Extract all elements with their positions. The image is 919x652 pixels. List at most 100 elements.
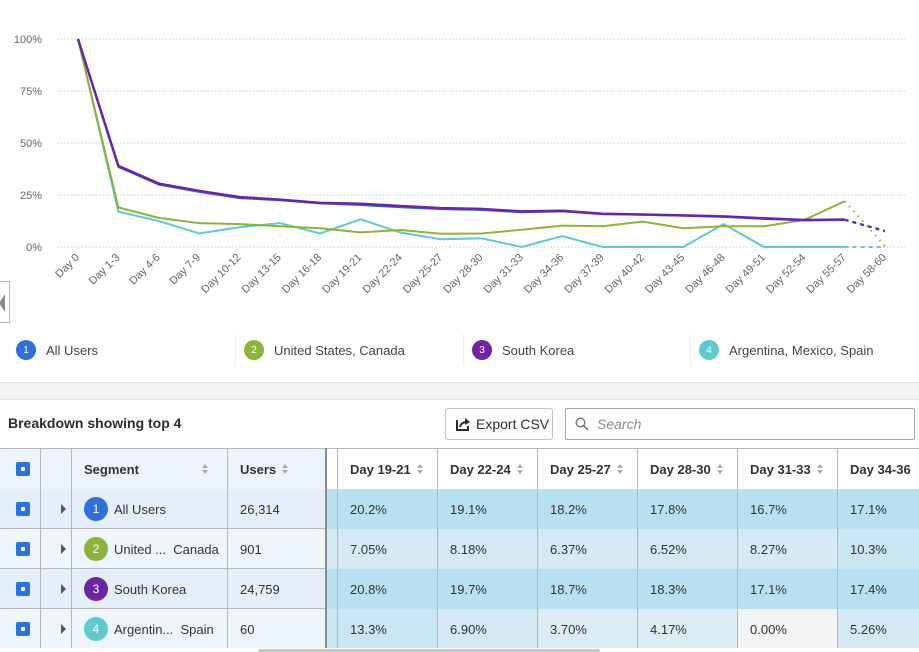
retention-cell: 17.8% <box>638 489 738 529</box>
x-tick-label: Day 34-36 <box>522 252 566 296</box>
table-row[interactable]: 4 Argentin... Spain 60 13.3% 6.90% 3.70% 4.… <box>0 609 919 648</box>
x-tick-label: Day 37-39 <box>562 252 606 296</box>
segment-header[interactable]: Segment <box>72 449 228 489</box>
segment-badge: 2 <box>244 340 264 360</box>
horizontal-scrollbar[interactable] <box>258 649 600 652</box>
y-tick-label: 50% <box>20 138 42 150</box>
day-column-label: Day 25-27 <box>550 461 611 477</box>
retention-cell: 19.1% <box>438 489 538 529</box>
x-tick-label: Day 10-12 <box>199 252 243 296</box>
select-all-checkbox[interactable] <box>16 462 30 476</box>
row-expand-cell <box>41 569 72 609</box>
sort-icon[interactable] <box>816 464 824 474</box>
segment-badge: 3 <box>472 340 492 360</box>
search-box[interactable] <box>565 408 915 440</box>
series-incomplete-line-2[interactable] <box>843 200 886 247</box>
legend-item-all-users[interactable]: 1 All Users <box>0 334 235 366</box>
segment-name: South Korea <box>114 581 187 597</box>
sort-icon[interactable] <box>616 464 624 474</box>
export-icon <box>456 418 470 431</box>
expand-row-icon[interactable] <box>61 544 66 554</box>
segment-badge: 3 <box>84 577 108 601</box>
y-tick-label: 25% <box>20 190 42 202</box>
x-tick-label: Day 28-30 <box>441 252 485 296</box>
x-tick-label: Day 0 <box>53 252 82 281</box>
day-column-label: Day 19-21 <box>350 461 411 477</box>
row-select-cell <box>0 609 41 648</box>
retention-cell: 19.7% <box>438 569 538 609</box>
segment-cell: 3 South Korea <box>72 569 228 609</box>
x-tick-label: Day 1-3 <box>87 252 123 288</box>
retention-cell: 17.4% <box>838 569 919 609</box>
sort-icon[interactable] <box>282 464 289 474</box>
table-row[interactable]: 3 South Korea 24,759 20.8% 19.7% 18.7% 18.3… <box>0 569 919 609</box>
series-line-1[interactable] <box>77 38 845 222</box>
breakdown-table: Segment Users Day 19-21 Day 22-24 Day 25-2… <box>0 448 919 648</box>
row-checkbox[interactable] <box>16 622 30 636</box>
scroll-left-button[interactable] <box>0 281 10 323</box>
table-row[interactable]: 1 All Users 26,314 20.2% 19.1% 18.2% 17.8% 1… <box>0 489 919 529</box>
row-expand-cell <box>41 529 72 569</box>
day-column-header[interactable]: Day 34-36 <box>838 449 919 489</box>
day-column-label: Day 31-33 <box>750 461 811 477</box>
table-row[interactable]: 2 United ... Canada 901 7.05% 8.18% 6.37% 6… <box>0 529 919 569</box>
legend-item-argentina-mexico-spain[interactable]: 4 Argentina, Mexico, Spain <box>690 334 919 366</box>
row-checkbox[interactable] <box>16 502 30 516</box>
sort-icon[interactable] <box>716 464 724 474</box>
users-header[interactable]: Users <box>228 449 326 489</box>
legend-item-us-canada[interactable]: 2 United States, Canada <box>235 334 463 366</box>
day-column-header[interactable]: Day 19-21 <box>338 449 438 489</box>
segment-name: United ... Canada <box>114 541 219 557</box>
row-select-cell <box>0 569 41 609</box>
sort-icon[interactable] <box>202 464 209 474</box>
series-line-3[interactable] <box>76 38 845 222</box>
x-tick-label: Day 16-18 <box>280 252 324 296</box>
y-tick-label: 0% <box>26 242 42 254</box>
x-tick-label: Day 49-51 <box>724 252 768 296</box>
day-column-header[interactable]: Day 31-33 <box>738 449 838 489</box>
sort-icon[interactable] <box>516 464 524 474</box>
spacer-cell <box>327 449 338 489</box>
row-select-cell <box>0 529 41 569</box>
day-column-header[interactable]: Day 28-30 <box>638 449 738 489</box>
sort-icon[interactable] <box>416 464 424 474</box>
row-checkbox[interactable] <box>16 582 30 596</box>
export-csv-label: Export CSV <box>476 416 550 432</box>
retention-cell: 0.00% <box>738 609 838 648</box>
legend-item-south-korea[interactable]: 3 South Korea <box>463 334 690 366</box>
retention-cell: 7.05% <box>338 529 438 569</box>
x-tick-label: Day 31-33 <box>482 252 526 296</box>
x-tick-label: Day 40-42 <box>603 252 647 296</box>
series-line-2[interactable] <box>77 38 846 235</box>
expand-row-icon[interactable] <box>61 584 66 594</box>
retention-cell: 8.27% <box>738 529 838 569</box>
expand-header-cell <box>41 449 72 489</box>
table-header-row: Segment Users Day 19-21 Day 22-24 Day 25-2… <box>0 449 919 489</box>
search-icon <box>575 417 589 431</box>
frozen-column-divider[interactable] <box>325 448 327 648</box>
segment-badge: 4 <box>699 340 719 360</box>
users-cell: 24,759 <box>240 581 280 597</box>
expand-row-icon[interactable] <box>61 624 66 634</box>
day-column-header[interactable]: Day 25-27 <box>538 449 638 489</box>
series-line-4[interactable] <box>77 38 845 248</box>
x-tick-label: Day 43-45 <box>643 252 687 296</box>
segment-header-label: Segment <box>84 461 139 477</box>
search-input[interactable] <box>597 416 897 432</box>
day-column-header[interactable]: Day 22-24 <box>438 449 538 489</box>
retention-cell: 18.7% <box>538 569 638 609</box>
x-tick-label: Day 25-27 <box>401 252 445 296</box>
x-tick-label: Day 52-54 <box>764 252 808 296</box>
row-checkbox[interactable] <box>16 542 30 556</box>
segment-cell: 4 Argentin... Spain <box>72 609 228 648</box>
expand-row-icon[interactable] <box>61 504 66 514</box>
segment-badge: 2 <box>84 537 108 561</box>
segment-badge: 1 <box>84 497 108 521</box>
x-tick-label: Day 46-48 <box>683 252 727 296</box>
segment-name: Argentin... Spain <box>114 621 214 637</box>
x-tick-label: Day 13-15 <box>239 252 283 296</box>
row-expand-cell <box>41 609 72 648</box>
series-incomplete-line-3[interactable] <box>844 218 886 232</box>
export-csv-button[interactable]: Export CSV <box>445 408 553 440</box>
retention-cell: 17.1% <box>838 489 919 529</box>
